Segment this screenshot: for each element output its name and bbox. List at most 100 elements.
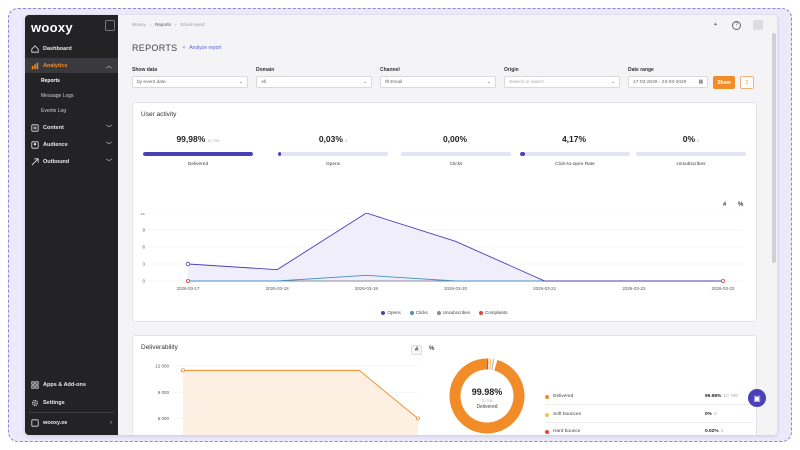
filter-date-range: Date range 17-03-2026 - 23-03-2026 ▦ xyxy=(628,67,708,88)
data-point xyxy=(186,279,191,284)
sidebar-item-analytics[interactable]: Analytics ︿ xyxy=(25,58,118,73)
x-tick-label: 2026-03-21 xyxy=(533,286,557,291)
user-activity-card: User activity 99,98% 10 706 Delivered 0,0… xyxy=(132,102,757,322)
x-tick-label: 2026-03-23 xyxy=(711,286,735,291)
chevron-down-icon: ⌄ xyxy=(362,79,367,85)
legend-dot xyxy=(479,310,483,315)
chevron-up-icon: ︿ xyxy=(105,64,112,70)
export-button[interactable]: ⇪ xyxy=(740,76,754,89)
donut-center-label: Delivered xyxy=(476,404,497,410)
chevron-down-icon: ﹀ xyxy=(105,160,112,166)
metric-value: 4,17% xyxy=(561,134,587,144)
apps-icon xyxy=(31,380,39,389)
toggle-percent[interactable]: % xyxy=(738,202,744,208)
select-value: by event date xyxy=(137,79,166,85)
toggle-count[interactable]: # xyxy=(723,202,727,208)
sidebar-subitem-events-log[interactable]: Events Log xyxy=(41,108,67,114)
metric-value: 0% xyxy=(682,134,696,144)
chat-icon: ▣ xyxy=(753,393,761,403)
sidebar-item-audience[interactable]: Audience ﹀ xyxy=(25,137,118,152)
main-content: Wooxy › Reports › Email report ✦ ? REPORTS… xyxy=(118,15,777,435)
chat-button[interactable]: ▣ xyxy=(748,389,766,407)
chart-icon xyxy=(31,62,39,69)
row-count: 2 xyxy=(720,429,724,434)
metric-bar xyxy=(143,152,253,156)
donut-center-value: 99.98% xyxy=(472,387,503,397)
breadcrumb-item[interactable]: Reports xyxy=(155,22,171,27)
sidebar-subitem-message-logs[interactable]: Message Logs xyxy=(41,93,74,99)
account-icon xyxy=(31,418,39,427)
sidebar-item-account[interactable]: wooxy.ee › xyxy=(25,415,118,430)
legend-item-complaints[interactable]: Complaints xyxy=(479,310,508,315)
legend-item-unsubscribes[interactable]: Unsubscribes xyxy=(436,310,470,315)
help-icon[interactable]: ? xyxy=(732,20,741,30)
data-point xyxy=(185,261,191,267)
sidebar-item-label: Apps & Add-ons xyxy=(43,381,86,388)
deliverability-row-soft-bounces: Soft bounces 0% 0 xyxy=(545,412,753,417)
chevron-right-icon: › xyxy=(110,419,112,426)
channel-select[interactable]: ✉ Email ⌄ xyxy=(380,76,496,88)
breadcrumb-item: Email report xyxy=(180,22,205,27)
sidebar-item-outbound[interactable]: Outbound ﹀ xyxy=(25,154,118,169)
filter-label: Date range xyxy=(628,67,654,73)
sidebar-item-label: Outbound xyxy=(43,158,70,165)
x-tick-label: 2026-03-22 xyxy=(622,286,646,291)
logo[interactable]: wooxy xyxy=(31,19,73,35)
sidebar-subitem-reports[interactable]: Reports xyxy=(41,78,60,84)
sidebar-item-label: wooxy.ee xyxy=(43,419,68,426)
sidebar-item-dashboard[interactable]: Dashboard xyxy=(25,41,118,56)
toggle-count[interactable]: # xyxy=(411,345,423,355)
data-point xyxy=(181,368,186,373)
toggle-percent[interactable]: % xyxy=(429,346,435,352)
origin-select[interactable]: Search or select ⌄ xyxy=(504,76,620,88)
row-divider xyxy=(545,422,753,423)
date-range-input[interactable]: 17-03-2026 - 23-03-2026 ▦ xyxy=(628,76,708,88)
series-line-opens xyxy=(187,213,723,282)
deliverability-card: Deliverability # % 3 000 6 000 9 000 12 000… xyxy=(132,335,757,435)
export-icon: ⇪ xyxy=(744,80,750,86)
legend-dot xyxy=(381,310,386,315)
sidebar-item-label: Content xyxy=(43,124,64,131)
send-icon xyxy=(31,157,39,165)
breadcrumb-item[interactable]: Wooxy xyxy=(132,22,146,27)
y-tick-label: 12 000 xyxy=(155,364,169,369)
metric-label: Opens xyxy=(325,162,341,167)
chevron-down-icon: ﹀ xyxy=(105,143,112,149)
sidebar-item-apps[interactable]: Apps & Add-ons xyxy=(25,377,118,392)
legend-item-opens[interactable]: Opens xyxy=(381,310,401,315)
filter-domain: Domain All ⌄ xyxy=(256,67,372,88)
x-tick-label: 2026-03-18 xyxy=(266,286,290,291)
sidebar-collapse-button[interactable] xyxy=(105,20,115,31)
metric-unsubscribes: 0% 0 Unsubscribes xyxy=(636,129,746,167)
x-tick-label: 2026-03-20 xyxy=(444,286,468,291)
card-title: Deliverability xyxy=(141,344,178,351)
metric-count: 10 706 xyxy=(207,138,220,143)
metric-label: Unsubscribes xyxy=(676,162,706,167)
metric-delivered: 99,98% 10 706 Delivered xyxy=(143,129,253,167)
chevron-down-icon: ⌄ xyxy=(610,79,615,85)
legend-item-clicks[interactable]: Clicks xyxy=(409,310,428,315)
metric-bar xyxy=(401,152,511,156)
analyze-report-link[interactable]: ✧ Analyze report xyxy=(182,45,221,51)
chevron-down-icon: ⌄ xyxy=(486,79,491,85)
metric-label: Click-to-open Rate xyxy=(555,162,595,167)
y-tick-label: 9 xyxy=(142,228,145,233)
show-data-select[interactable]: by event date ⌄ xyxy=(132,76,248,88)
filter-label: Origin xyxy=(504,67,519,73)
avatar[interactable] xyxy=(753,20,763,30)
scrollbar[interactable] xyxy=(772,33,776,263)
sparkle-icon[interactable]: ✦ xyxy=(713,22,718,28)
home-icon xyxy=(31,44,39,53)
filter-label: Domain xyxy=(256,67,275,73)
sidebar-item-content[interactable]: Content ﹀ xyxy=(25,120,118,135)
top-toolbar: ✦ ? xyxy=(711,20,763,30)
row-divider xyxy=(545,404,753,405)
metric-count: 0 xyxy=(697,138,700,143)
show-button[interactable]: Show xyxy=(713,76,735,89)
card-title: User activity xyxy=(141,111,177,118)
metric-bar-fill xyxy=(143,152,253,156)
sidebar-item-settings[interactable]: Settings xyxy=(25,395,118,410)
domain-select[interactable]: All ⌄ xyxy=(256,76,372,88)
